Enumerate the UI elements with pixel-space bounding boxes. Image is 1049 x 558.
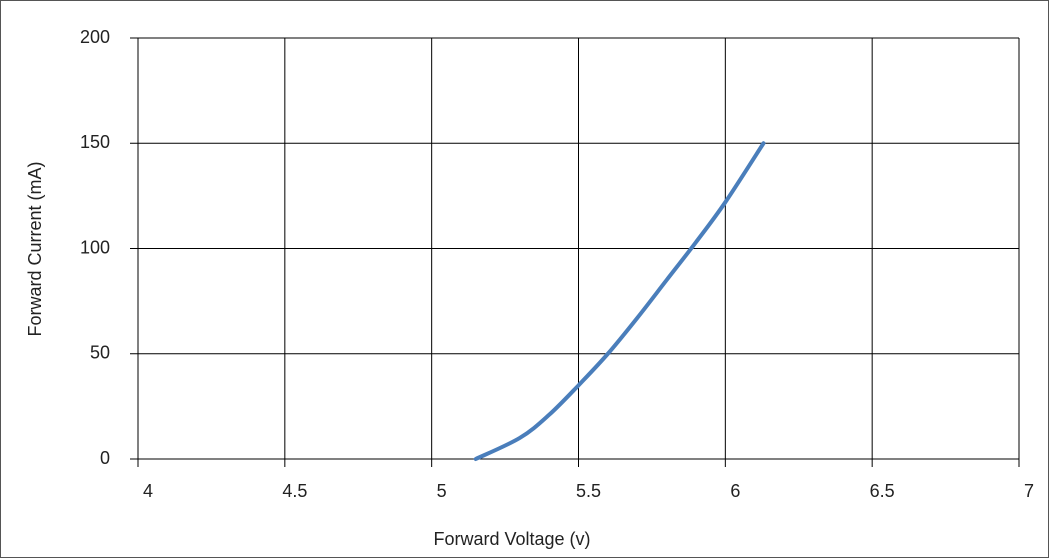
x-tick-label: 4 bbox=[143, 481, 153, 501]
x-tick-label: 4.5 bbox=[282, 481, 307, 501]
x-tick-label: 6 bbox=[730, 481, 740, 501]
y-tick-label: 50 bbox=[90, 343, 110, 363]
y-tick-label: 0 bbox=[100, 448, 110, 468]
y-tick-label: 150 bbox=[80, 132, 110, 152]
x-tick-label: 5 bbox=[437, 481, 447, 501]
x-tick-label: 7 bbox=[1024, 481, 1034, 501]
x-axis-label: Forward Voltage (v) bbox=[433, 529, 590, 549]
data-line bbox=[473, 141, 766, 461]
y-axis-label: Forward Current (mA) bbox=[25, 161, 45, 336]
y-tick-label: 100 bbox=[80, 237, 110, 257]
x-tick-label: 6.5 bbox=[870, 481, 895, 501]
x-tick-label: 5.5 bbox=[576, 481, 601, 501]
y-tick-label: 200 bbox=[80, 27, 110, 47]
